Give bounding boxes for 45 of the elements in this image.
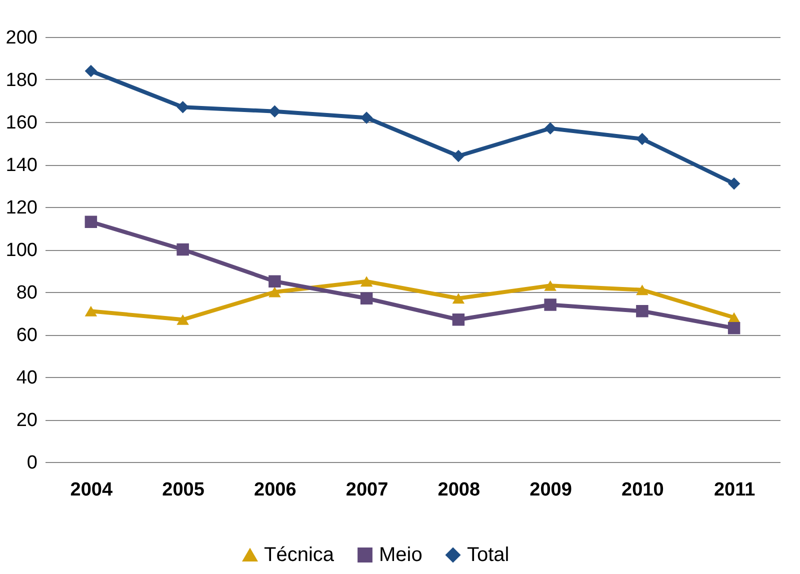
y-tick-label: 40 [16, 368, 38, 388]
point [176, 243, 189, 256]
y-tick-label: 140 [6, 155, 38, 176]
point [544, 298, 556, 311]
point [268, 275, 281, 288]
x-tick-label: 2011 [714, 480, 756, 500]
point [728, 178, 740, 190]
y-tick-label: 160 [6, 112, 38, 134]
y-tick-label: 180 [6, 70, 38, 91]
y-tick-label: 120 [6, 198, 38, 218]
y-tick-label: 200 [6, 28, 38, 48]
x-tick-label: 2004 [70, 480, 113, 500]
point [636, 284, 648, 296]
point [360, 112, 373, 124]
legend-label: Total [467, 544, 510, 566]
point [84, 216, 98, 228]
point [544, 122, 556, 134]
point [544, 280, 556, 291]
y-tick-label: 80 [16, 282, 38, 304]
point [176, 314, 189, 325]
point [728, 322, 740, 334]
point [84, 64, 98, 78]
x-tick-label: 2007 [346, 480, 388, 500]
x-tick-label: 2009 [530, 480, 572, 500]
y-tick-label: 0 [26, 452, 38, 474]
x-tick-label: 2006 [254, 480, 296, 500]
y-tick-label: 100 [6, 240, 38, 261]
y-tick-label: 60 [16, 325, 38, 346]
legend-label: Técnica [264, 544, 335, 566]
point [268, 105, 281, 118]
point [360, 292, 373, 304]
point [636, 132, 648, 146]
point [360, 276, 373, 287]
legend-label: Meio [379, 544, 422, 566]
point [636, 305, 648, 318]
point [84, 306, 98, 316]
x-tick-label: 2008 [438, 480, 480, 500]
point [268, 286, 281, 298]
y-tick-label: 20 [16, 410, 38, 431]
x-tick-label: 2010 [622, 480, 664, 500]
point [176, 101, 189, 114]
point [452, 150, 465, 162]
point [452, 314, 465, 326]
point [452, 293, 465, 304]
x-tick-label: 2005 [162, 480, 205, 500]
